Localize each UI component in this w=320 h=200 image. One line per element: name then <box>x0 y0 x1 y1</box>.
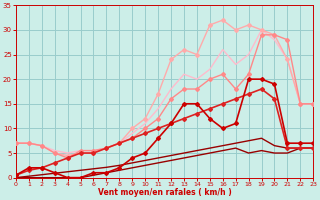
X-axis label: Vent moyen/en rafales ( km/h ): Vent moyen/en rafales ( km/h ) <box>98 188 231 197</box>
